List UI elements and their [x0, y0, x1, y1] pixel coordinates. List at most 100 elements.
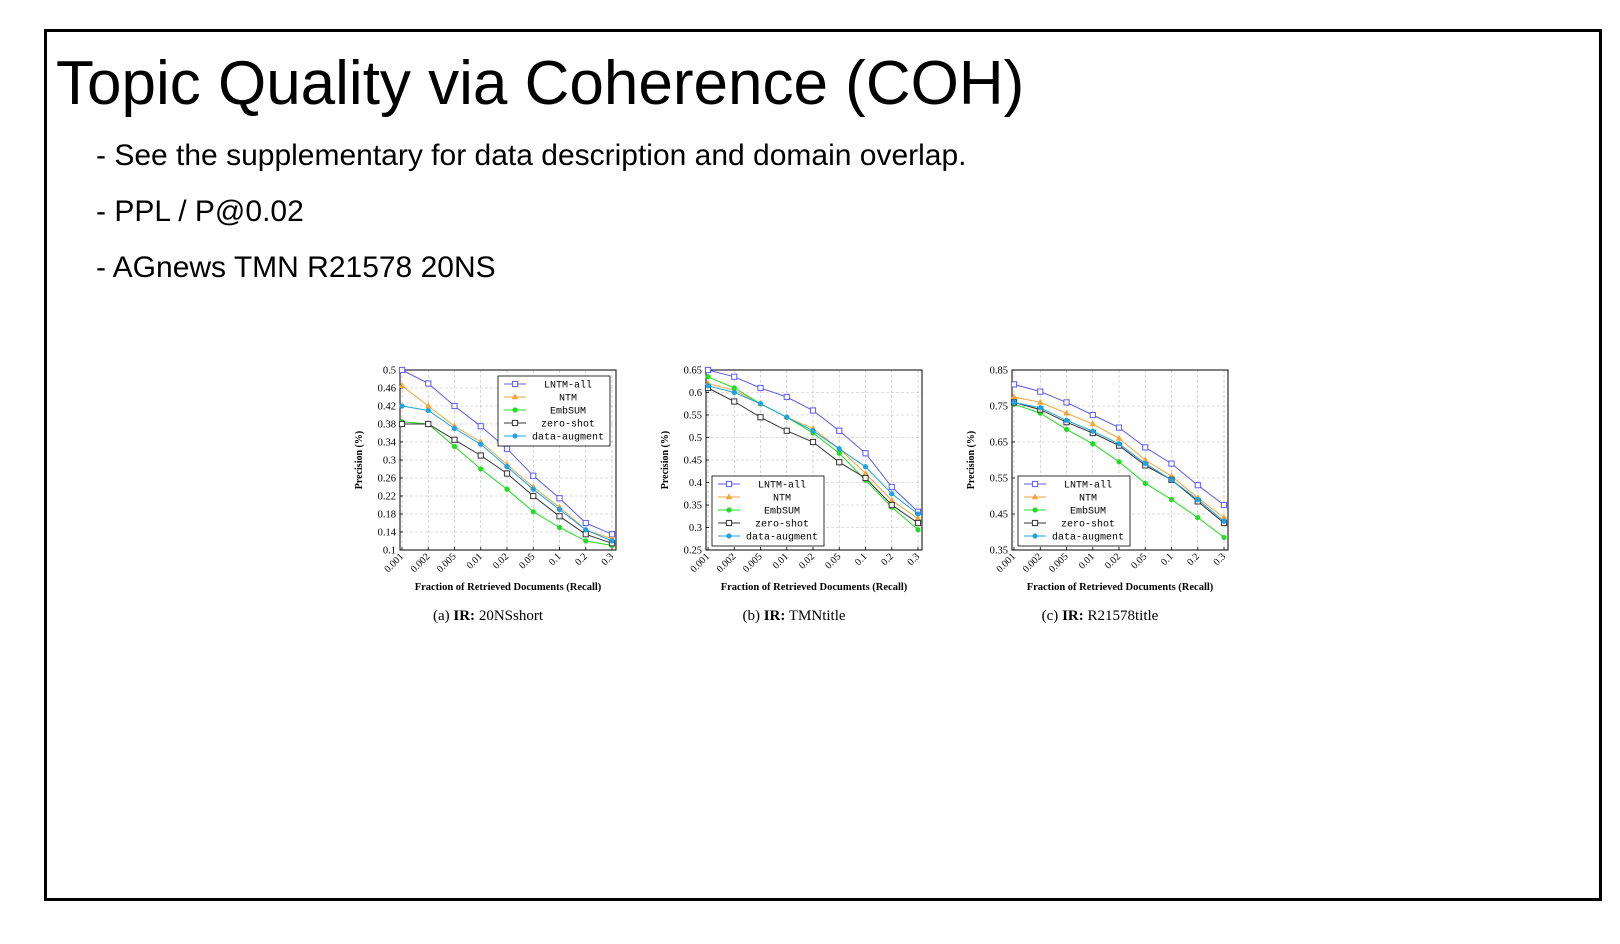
y-tick-label: 0.45 — [684, 456, 702, 467]
x-tick-label: 0.01 — [1077, 551, 1097, 571]
data-point-lntm-all — [704, 366, 712, 374]
data-point-lntm-all — [425, 380, 432, 387]
data-point-lntm-all — [731, 373, 738, 380]
y-tick-label: 0.55 — [990, 474, 1008, 485]
legend-marker-data-augment — [726, 533, 732, 539]
chart-caption: (a) IR: 20NSshort — [433, 608, 544, 624]
legend-marker-lntm-all — [1031, 480, 1039, 488]
data-point-data-augment — [731, 389, 737, 396]
x-tick-label: 0.1 — [547, 551, 564, 568]
y-tick-label: 0.35 — [684, 501, 702, 512]
series-zero-shot — [704, 384, 922, 527]
bullet-item-3: - AGnews TMN R21578 20NS — [96, 251, 496, 284]
y-axis-label: Precision (%) — [354, 431, 365, 489]
y-tick-label: 0.26 — [378, 474, 396, 485]
data-point-zero-shot — [556, 513, 563, 520]
y-tick-label: 0.65 — [684, 366, 702, 377]
legend-label-data-augment: data-augment — [1052, 532, 1124, 544]
series-data-augment — [705, 383, 921, 517]
x-tick-label: 0.01 — [465, 551, 485, 571]
data-point-data-augment — [1168, 477, 1175, 483]
x-axis-label: Fraction of Retrieved Documents (Recall) — [415, 582, 602, 593]
y-tick-label: 0.75 — [990, 402, 1008, 413]
legend-label-data-augment: data-augment — [746, 532, 818, 544]
caption-prefix: (a) — [433, 608, 453, 624]
x-tick-label: 0.05 — [1129, 551, 1149, 571]
data-point-data-augment — [1221, 518, 1227, 524]
data-point-data-augment — [757, 401, 764, 407]
data-point-data-augment — [609, 538, 615, 544]
data-point-data-augment — [705, 383, 711, 389]
x-tick-label: 0.005 — [1047, 551, 1071, 575]
legend-marker-ntm — [511, 393, 519, 400]
data-point-embsum — [731, 385, 737, 391]
slide-frame — [44, 29, 1602, 901]
data-point-data-augment — [889, 491, 895, 497]
data-point-data-augment — [451, 425, 458, 432]
bullet-list: - See the supplementary for data descrip… — [96, 138, 967, 306]
data-point-lntm-all — [1115, 424, 1123, 431]
data-point-data-augment — [1195, 496, 1201, 503]
data-point-lntm-all — [1142, 444, 1149, 451]
y-tick-label: 0.3 — [383, 456, 396, 467]
series-lntm-all — [704, 366, 922, 515]
legend-label-ntm: NTM — [773, 494, 791, 505]
data-point-lntm-all — [757, 384, 764, 392]
y-tick-label: 0.5 — [689, 433, 702, 444]
x-tick-label: 0.3 — [600, 551, 617, 568]
data-point-zero-shot — [836, 459, 843, 466]
x-tick-label: 0.02 — [491, 551, 511, 571]
y-tick-label: 0.46 — [378, 384, 396, 395]
data-point-embsum — [915, 527, 921, 533]
data-point-data-augment — [556, 506, 563, 513]
data-point-data-augment — [1090, 428, 1096, 434]
y-tick-label: 0.25 — [684, 546, 702, 557]
data-point-data-augment — [530, 486, 536, 492]
data-point-embsum — [451, 443, 458, 450]
x-tick-label: 0.005 — [435, 551, 459, 575]
series-embsum — [399, 419, 615, 549]
data-point-data-augment — [810, 428, 816, 434]
data-point-ntm — [1010, 393, 1018, 400]
legend-marker-embsum — [1032, 507, 1038, 513]
caption-bold: IR: — [764, 608, 786, 624]
legend-label-lntm-all: LNTM-all — [544, 380, 592, 392]
legend-marker-ntm — [725, 493, 733, 500]
data-point-data-augment — [583, 527, 589, 533]
data-point-lntm-all — [451, 402, 458, 410]
x-tick-label: 0.005 — [741, 551, 765, 575]
legend-label-zero-shot: zero-shot — [755, 519, 809, 531]
caption-prefix: (b) — [742, 608, 763, 624]
series-lntm-all — [398, 366, 616, 538]
data-point-zero-shot — [914, 519, 922, 527]
data-point-zero-shot — [783, 427, 790, 434]
data-point-embsum — [478, 466, 484, 472]
legend-marker-embsum — [726, 507, 732, 513]
y-tick-label: 0.65 — [990, 438, 1008, 449]
bullet-item-2: - PPL / P@0.02 — [96, 195, 304, 228]
y-tick-label: 0.14 — [378, 528, 397, 539]
legend-marker-ntm — [1031, 493, 1039, 500]
data-point-zero-shot — [862, 474, 869, 482]
data-point-zero-shot — [477, 452, 484, 459]
data-point-lntm-all — [888, 483, 895, 491]
data-point-ntm — [1036, 398, 1044, 405]
data-point-data-augment — [1037, 405, 1043, 411]
data-point-data-augment — [836, 446, 842, 452]
y-axis-label: Precision (%) — [660, 431, 671, 489]
legend-marker-embsum — [512, 407, 518, 413]
legend-marker-zero-shot — [725, 519, 733, 527]
x-tick-label: 0.01 — [771, 551, 791, 571]
caption-text: 20NSshort — [475, 608, 544, 624]
data-point-lntm-all — [1220, 501, 1228, 509]
x-tick-label: 0.05 — [823, 551, 843, 571]
data-point-embsum — [1063, 426, 1070, 433]
bullet-item-1: - See the supplementary for data descrip… — [96, 139, 967, 172]
chart-caption: (b) IR: TMNtitle — [742, 608, 845, 624]
data-point-embsum — [836, 450, 842, 456]
data-point-zero-shot — [530, 492, 537, 500]
y-tick-label: 0.22 — [378, 492, 396, 503]
